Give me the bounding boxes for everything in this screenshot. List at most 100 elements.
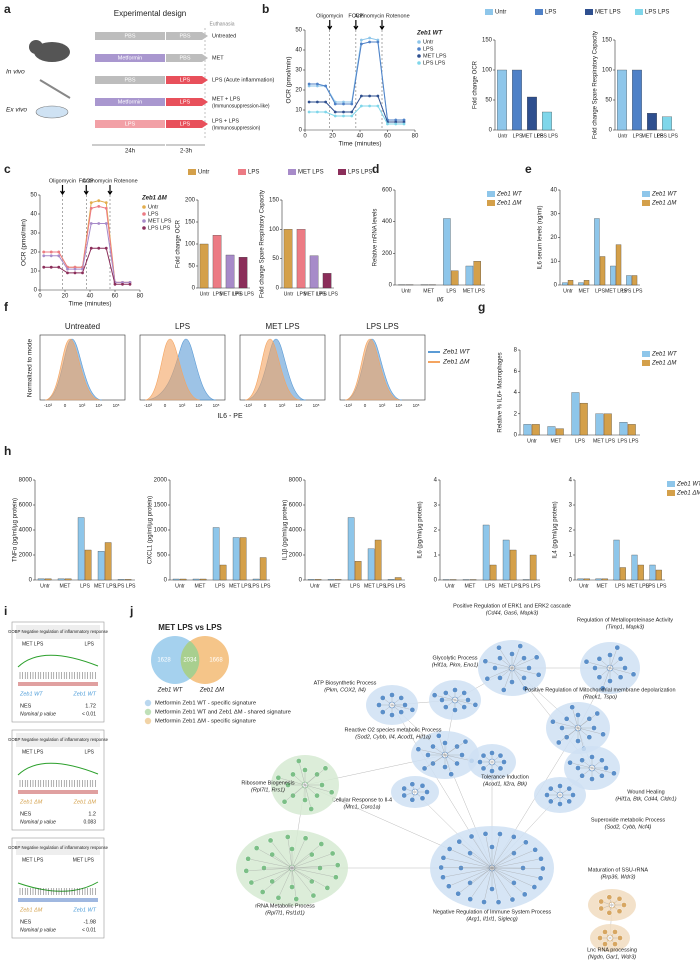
- x-tick-label: LPS: [485, 583, 495, 589]
- point: [57, 251, 60, 254]
- node: [580, 758, 585, 763]
- y-axis-label: Normalized to mode: [27, 339, 34, 398]
- node: [402, 702, 407, 707]
- x-tick-label: Untr: [579, 583, 589, 589]
- node: [402, 793, 407, 798]
- x-tick-label: Untr: [401, 288, 411, 294]
- legend-label: Metformin Zeb1 WT and Zeb1 ΔM - shared s…: [155, 710, 291, 716]
- injection-label: Oligomycin: [49, 178, 76, 184]
- node: [603, 765, 608, 770]
- y-tick-label: 150: [269, 198, 280, 204]
- p-value: < 0.01: [82, 711, 96, 717]
- x-tick-label: 10³: [79, 403, 86, 408]
- point: [376, 105, 379, 108]
- y-tick-label: 40: [295, 48, 302, 54]
- point: [57, 266, 60, 269]
- rank-gradient: [18, 898, 98, 902]
- histogram-curve: [45, 339, 100, 400]
- point: [342, 111, 345, 114]
- x-tick-label: MET: [597, 583, 609, 589]
- point: [114, 283, 117, 286]
- y-tick-label: 20: [30, 250, 37, 256]
- node: [587, 716, 592, 721]
- venn-left-label: Zeb1 WT: [157, 688, 184, 694]
- x-tick-label: LPS LPS: [384, 583, 406, 589]
- cluster-genes: (Rack1, Tspo): [583, 694, 617, 700]
- node: [592, 665, 597, 670]
- point: [342, 103, 345, 106]
- legend-swatch: [487, 191, 495, 197]
- legend-swatch: [667, 481, 675, 487]
- node: [303, 836, 308, 841]
- panel-letter: h: [4, 444, 11, 458]
- y-axis-label: Fold change OCR: [176, 219, 182, 268]
- legend-swatch: [417, 40, 421, 44]
- node: [521, 656, 526, 661]
- bar: [523, 580, 529, 581]
- cluster-label: Positive Regulation of ERK1 and ERK2 cas…: [453, 603, 571, 609]
- x-tick-label: 80: [137, 294, 144, 300]
- design-title: Experimental design: [114, 9, 186, 18]
- bar: [193, 579, 199, 580]
- node: [289, 846, 294, 851]
- nes-value: 1.72: [85, 703, 96, 709]
- node: [302, 797, 307, 802]
- y-axis-label: IL6 (pg/ml/µg protein): [418, 501, 424, 558]
- node: [532, 884, 537, 889]
- cluster-label: Maturation of SSU-rRNA: [588, 867, 649, 873]
- legend-swatch: [238, 169, 246, 175]
- point: [81, 272, 84, 275]
- node: [521, 675, 526, 680]
- bar: [578, 283, 583, 285]
- x-tick-label: 0: [364, 403, 367, 408]
- x-tick-label: 40: [357, 134, 364, 140]
- node: [550, 719, 555, 724]
- x-tick-label: LPS LPS: [233, 291, 255, 297]
- node: [567, 799, 572, 804]
- x-tick-label: Untr: [527, 438, 537, 444]
- node: [559, 725, 564, 730]
- bar: [375, 540, 381, 580]
- bar: [532, 424, 540, 435]
- point: [324, 85, 327, 88]
- legend-label: Zeb1 WT: [676, 482, 700, 488]
- node: [580, 773, 585, 778]
- cluster-genes: (Pkm, COX2, Il4): [324, 687, 366, 693]
- x-axis-label: Time (minutes): [338, 141, 381, 148]
- bar: [260, 558, 266, 581]
- x-tick-label: -10³: [44, 403, 53, 408]
- y-tick-label: 2: [434, 528, 438, 534]
- bar: [253, 579, 259, 580]
- y-tick-label: 100: [269, 227, 280, 233]
- left-label: Metformin: [118, 99, 142, 105]
- node: [282, 799, 287, 804]
- gsea-right: MET LPS: [73, 857, 95, 863]
- node: [276, 895, 281, 900]
- bar: [632, 70, 641, 130]
- node: [441, 855, 446, 860]
- x-axis-label: Time (minutes): [68, 301, 111, 308]
- x-tick-label: LPS LPS: [645, 583, 667, 589]
- p-value: 0.083: [83, 819, 96, 825]
- bar: [656, 570, 662, 580]
- bar: [617, 70, 626, 130]
- point: [42, 254, 45, 257]
- node: [452, 707, 457, 712]
- legend-swatch: [188, 169, 196, 175]
- node: [244, 868, 249, 873]
- x-tick-label: MET LPS: [593, 438, 616, 444]
- point: [360, 39, 363, 42]
- legend-label: Zeb1 WT: [496, 192, 523, 198]
- injection-label: Antinomycin Rotenone: [82, 178, 137, 184]
- y-tick-label: 2000: [19, 553, 33, 559]
- node: [607, 910, 612, 915]
- time-1: 24h: [125, 149, 135, 155]
- x-tick-label: LPS LPS: [249, 583, 271, 589]
- node: [389, 692, 394, 697]
- bar: [233, 538, 239, 581]
- node: [548, 786, 553, 791]
- node: [538, 876, 543, 881]
- x-tick-label: Untr: [284, 291, 294, 297]
- y-tick-label: 40: [550, 188, 557, 194]
- y-tick-label: 50: [605, 98, 612, 104]
